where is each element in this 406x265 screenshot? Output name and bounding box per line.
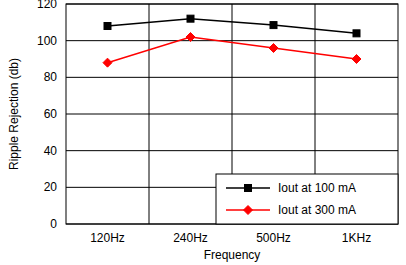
series-marker <box>353 30 360 37</box>
legend-marker <box>245 185 252 192</box>
legend-box <box>216 174 398 224</box>
series-marker <box>352 55 361 64</box>
y-tick-label: 60 <box>44 107 58 121</box>
x-tick-label: 500Hz <box>256 231 291 245</box>
legend-label: Iout at 300 mA <box>278 203 356 217</box>
plot-bg <box>66 4 398 224</box>
series-line <box>108 37 357 63</box>
series-marker <box>103 58 112 67</box>
y-tick-label: 80 <box>44 70 58 84</box>
legend: Iout at 100 mA Iout at 300 mA <box>216 174 398 224</box>
x-tick-label: 120Hz <box>90 231 125 245</box>
series-line <box>108 19 357 34</box>
y-tick-label: 0 <box>50 217 57 231</box>
grid-line-vertical <box>149 4 150 224</box>
y-tick-label: 40 <box>44 144 58 158</box>
x-tick-label: 240Hz <box>173 231 208 245</box>
series-marker <box>104 23 111 30</box>
chart-svg: 0 20 40 60 80 100 120 120Hz 240Hz 500Hz 1KHz Freque… <box>0 0 406 265</box>
legend-marker <box>244 206 253 215</box>
x-tick-label: 1KHz <box>342 231 371 245</box>
y-axis-label: Ripple Rejection (db) <box>7 58 21 170</box>
y-tick-label: 120 <box>37 0 57 11</box>
legend-label: Iout at 100 mA <box>278 181 356 195</box>
series-marker <box>187 15 194 22</box>
series-marker <box>270 22 277 29</box>
y-tick-label: 20 <box>44 180 58 194</box>
chart-root: 0 20 40 60 80 100 120 120Hz 240Hz 500Hz 1KHz Freque… <box>0 0 406 265</box>
series-marker <box>186 33 195 42</box>
series-marker <box>269 44 278 53</box>
plot-frame <box>66 4 398 224</box>
x-axis-label: Frequency <box>204 248 261 262</box>
y-tick-label: 100 <box>37 34 57 48</box>
plot-area <box>103 15 361 67</box>
